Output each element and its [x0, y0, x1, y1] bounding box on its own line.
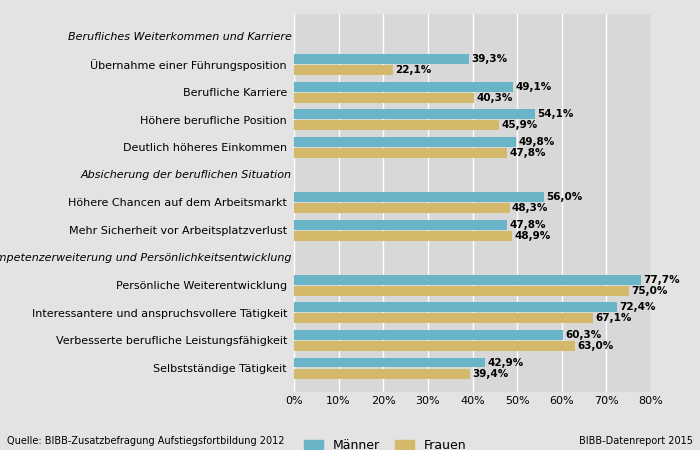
Text: 77,7%: 77,7%	[643, 275, 680, 285]
Text: 67,1%: 67,1%	[596, 313, 632, 324]
Bar	[294, 231, 512, 241]
Text: 72,4%: 72,4%	[620, 302, 656, 312]
Bar	[294, 203, 510, 213]
Bar	[294, 148, 508, 158]
Text: 39,4%: 39,4%	[472, 369, 508, 378]
Text: 48,3%: 48,3%	[512, 203, 548, 213]
Bar	[294, 302, 617, 312]
Text: 49,8%: 49,8%	[519, 137, 554, 147]
Bar	[294, 109, 536, 119]
Bar	[294, 93, 474, 103]
Text: 47,8%: 47,8%	[510, 148, 546, 158]
Bar	[294, 137, 516, 147]
Text: 54,1%: 54,1%	[538, 109, 574, 119]
Text: 45,9%: 45,9%	[501, 120, 538, 130]
Bar	[294, 220, 508, 230]
Text: Berufliches Weiterkommen und Karriere: Berufliches Weiterkommen und Karriere	[68, 32, 292, 42]
Bar	[294, 65, 393, 75]
Bar	[294, 330, 563, 340]
Text: 39,3%: 39,3%	[472, 54, 507, 64]
Text: Kompetenzerweiterung und Persönlichkeitsentwicklung: Kompetenzerweiterung und Persönlichkeits…	[0, 253, 292, 263]
Text: 56,0%: 56,0%	[546, 192, 582, 202]
Text: Quelle: BIBB-Zusatzbefragung Aufstiegsfortbildung 2012: Quelle: BIBB-Zusatzbefragung Aufstiegsfo…	[7, 436, 284, 446]
Text: 48,9%: 48,9%	[514, 230, 551, 241]
Text: 42,9%: 42,9%	[488, 358, 524, 368]
Text: 22,1%: 22,1%	[395, 65, 431, 75]
Bar	[294, 358, 485, 368]
Bar	[294, 341, 575, 351]
Text: 75,0%: 75,0%	[631, 286, 667, 296]
Bar	[294, 120, 499, 130]
Bar	[294, 275, 640, 285]
Legend: Männer, Frauen: Männer, Frauen	[300, 436, 470, 450]
Text: 47,8%: 47,8%	[510, 220, 546, 230]
Bar	[294, 313, 594, 324]
Text: 63,0%: 63,0%	[578, 341, 614, 351]
Bar	[294, 81, 513, 92]
Text: 40,3%: 40,3%	[476, 93, 512, 103]
Text: BIBB-Datenreport 2015: BIBB-Datenreport 2015	[579, 436, 693, 446]
Text: 60,3%: 60,3%	[566, 330, 601, 340]
Bar	[294, 54, 470, 64]
Bar	[294, 369, 470, 378]
Text: Absicherung der beruflichen Situation: Absicherung der beruflichen Situation	[80, 170, 292, 180]
Bar	[294, 192, 544, 202]
Bar	[294, 286, 629, 296]
Text: 49,1%: 49,1%	[515, 81, 552, 92]
